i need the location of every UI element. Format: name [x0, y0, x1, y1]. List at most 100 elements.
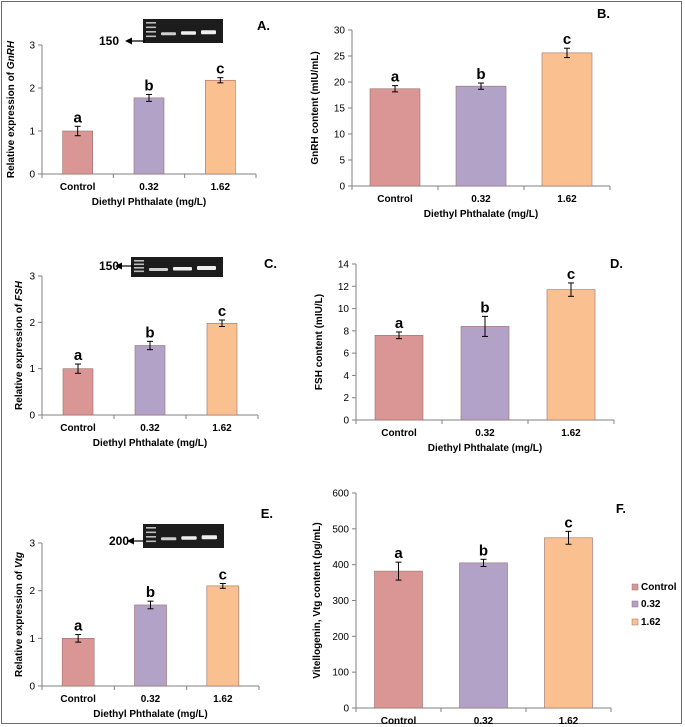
y-tick-label: 30 — [334, 26, 346, 37]
significance-letter: a — [395, 315, 404, 332]
x-category-label: 0.32 — [475, 428, 495, 439]
x-axis-title: Diethyl Phthalate (mg/L) — [93, 438, 207, 449]
y-tick-label: 14 — [338, 260, 350, 271]
y-tick-label: 12 — [338, 282, 350, 293]
x-category-label: 0.32 — [139, 182, 159, 193]
y-tick-label: 3 — [29, 272, 35, 283]
bar-control — [62, 368, 94, 416]
gel-band — [181, 31, 196, 35]
gel-size-marker: 150 — [99, 34, 119, 48]
x-category-label: Control — [60, 694, 96, 705]
bar-1-62 — [205, 79, 236, 175]
y-axis-title: Vitellogenin, Vtg content (pg/mL) — [312, 522, 323, 678]
significance-letter: b — [145, 324, 154, 341]
chart-d: 0 2 4 6 8 10 12 14 a Control b 0.32 c 1.62 Diethyl Pht… — [314, 256, 623, 454]
gel-size-marker: 150 — [99, 259, 119, 273]
ladder-band — [146, 536, 156, 538]
x-category-label: Control — [381, 428, 417, 439]
y-tick-label: 0 — [29, 170, 35, 181]
x-axis-title: Diethyl Phthalate (mg/L) — [92, 197, 206, 208]
y-axis-title: GnRH content (mIU/mL) — [310, 51, 321, 164]
y-axis-title: Relative expression of FSH — [14, 280, 25, 410]
gel-band — [161, 537, 177, 541]
legend-swatch — [631, 583, 639, 591]
x-category-label: 1.62 — [213, 694, 233, 705]
ladder-band — [134, 260, 144, 262]
gel-band — [181, 536, 197, 540]
significance-letter: b — [476, 66, 485, 83]
gel-band — [201, 535, 217, 540]
bar-control — [374, 335, 424, 421]
gel-band — [161, 32, 176, 36]
y-tick-label: 4 — [343, 371, 349, 382]
bar-control — [61, 638, 95, 687]
y-tick-label: 0 — [29, 682, 35, 693]
legend-swatch — [631, 600, 639, 608]
y-tick-label: 2 — [29, 586, 35, 597]
significance-letter: c — [219, 567, 227, 584]
x-axis-title: Diethyl Phthalate (mg/L) — [424, 209, 538, 220]
bar-control — [369, 88, 421, 187]
significance-letter: c — [564, 514, 572, 531]
significance-letter: b — [479, 542, 488, 559]
significance-letter: c — [563, 31, 571, 48]
bar-control — [62, 130, 93, 175]
y-tick-label: 0 — [343, 704, 349, 715]
bar-1-62 — [206, 322, 238, 416]
gel-band — [197, 266, 216, 270]
ladder-band — [146, 31, 156, 33]
significance-letter: b — [146, 584, 155, 601]
legend: Control 0.32 1.62 — [631, 582, 677, 628]
y-tick-label: 2 — [29, 318, 35, 329]
significance-letter: a — [391, 69, 400, 86]
significance-letter: b — [144, 77, 153, 94]
gel-band — [201, 30, 216, 35]
gel-size-marker: 200 — [109, 534, 129, 548]
y-tick-label: 10 — [338, 304, 350, 315]
x-category-label: 1.62 — [559, 716, 579, 727]
arrow-left-icon — [115, 262, 122, 270]
y-tick-label: 20 — [334, 78, 346, 89]
y-tick-label: 400 — [332, 560, 349, 571]
ladder-band — [134, 267, 144, 269]
y-tick-label: 300 — [332, 596, 349, 607]
gel-band — [173, 267, 192, 271]
y-axis-title: Relative expression of GnRH — [6, 40, 17, 178]
x-category-label: Control — [381, 716, 417, 727]
legend-entry: 0.32 — [641, 599, 661, 610]
x-category-label: 1.62 — [557, 194, 577, 205]
significance-letter: c — [218, 303, 226, 320]
ladder-band — [146, 26, 156, 29]
bar-1-62 — [546, 289, 596, 421]
y-tick-label: 600 — [332, 489, 349, 500]
arrow-left-icon — [127, 537, 134, 545]
x-category-label: Control — [60, 182, 96, 193]
x-category-label: Control — [377, 194, 413, 205]
panel-label: B. — [597, 6, 610, 21]
y-tick-label: 3 — [29, 539, 35, 550]
y-tick-label: 2 — [29, 84, 35, 95]
gel-image — [143, 19, 223, 43]
significance-letter: a — [74, 347, 83, 364]
bar-1-62 — [544, 537, 593, 709]
chart-b: 0 5 10 15 20 25 30 a Control b 0.32 c 1.62 Diethyl Ph… — [310, 6, 611, 220]
bar-1-62 — [541, 52, 593, 187]
y-axis-title: FSH content (mIU/L) — [314, 294, 325, 390]
gel-band — [149, 268, 168, 271]
x-category-label: 1.62 — [211, 182, 231, 193]
y-tick-label: 1 — [29, 127, 35, 138]
legend-entry: 1.62 — [641, 617, 661, 628]
chart-f: 0100200300400500600aControlb0.32c1.62Die… — [312, 489, 626, 727]
y-tick-label: 5 — [339, 156, 345, 167]
x-category-label: 0.32 — [141, 694, 161, 705]
legend-swatch — [631, 618, 639, 626]
bar-0-32 — [134, 345, 166, 416]
ladder-band — [146, 527, 156, 529]
bar-0-32 — [459, 562, 508, 709]
y-tick-label: 8 — [343, 326, 349, 337]
legend-entry: Control — [641, 582, 677, 593]
bar-0-32 — [460, 326, 510, 421]
x-axis-title: Diethyl Phthalate (mg/L) — [93, 709, 207, 720]
bar-0-32 — [133, 97, 165, 175]
